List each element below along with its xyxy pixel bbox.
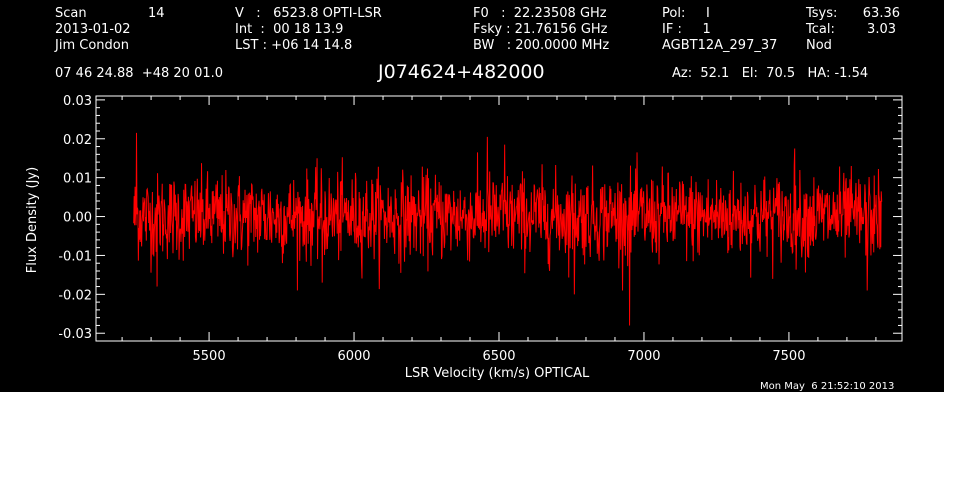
y-tick-label: 0.01 <box>63 172 92 187</box>
y-tick-label: -0.02 <box>58 288 92 303</box>
switching-mode: Nod <box>806 38 832 53</box>
x-tick-label: 6500 <box>482 349 515 364</box>
tcal-value: 3.03 <box>867 22 896 37</box>
y-tick-label: -0.03 <box>58 327 92 342</box>
pointing-readout: Az: 52.1 El: 70.5 HA: -1.54 <box>672 66 869 81</box>
x-tick-label: 5500 <box>193 349 226 364</box>
plot-axes: 5500 6000 6500 7000 7500 -0.03 -0.02 -0.01 0.00 0… <box>58 94 903 364</box>
spectrum-series-line <box>133 132 883 326</box>
y-tick-label: 0.00 <box>63 211 92 226</box>
spectrum-chart: 5500 6000 6500 7000 7500 -0.03 -0.02 -0.01 0.00 0… <box>25 94 903 381</box>
observation-date: 2013-01-02 <box>55 22 131 37</box>
y-axis-label: Flux Density (Jy) <box>25 167 40 273</box>
y-tick-label: 0.02 <box>63 133 92 148</box>
tsys-value: 63.36 <box>862 6 900 21</box>
integration-time: Int : 00 18 13.9 <box>235 22 344 37</box>
tcal-label: Tcal: <box>806 22 835 37</box>
tsys-label: Tsys: <box>806 6 838 21</box>
spectrum-trace-group <box>133 132 883 326</box>
lst-readout: LST : +06 14 14.8 <box>235 38 353 53</box>
scan-label: Scan <box>55 6 87 21</box>
y-tick-label: -0.01 <box>58 249 92 264</box>
observer-name: Jim Condon <box>55 38 129 53</box>
project-id: AGBT12A_297_37 <box>662 38 778 53</box>
y-tick-label: 0.03 <box>63 94 92 109</box>
if-number: IF : 1 <box>662 22 711 37</box>
x-tick-label: 7000 <box>627 349 660 364</box>
velocity-readout: V : 6523.8 OPTI-LSR <box>235 6 382 21</box>
x-axis-label: LSR Velocity (km/s) OPTICAL <box>405 366 590 381</box>
scan-number: 14 <box>148 6 165 21</box>
plot-timestamp: Mon May 6 21:52:10 2013 <box>760 381 895 392</box>
polarization: Pol: I <box>662 6 710 21</box>
source-name-title: J074624+482000 <box>378 61 545 83</box>
source-coordinates: 07 46 24.88 +48 20 01.0 <box>55 66 224 81</box>
rest-frequency: F0 : 22.23508 GHz <box>473 6 607 21</box>
x-tick-label: 7500 <box>772 349 805 364</box>
plot-window: Scan 14 2013-01-02 Jim Condon V : 6523.8… <box>0 0 944 392</box>
sky-frequency: Fsky : 21.76156 GHz <box>473 22 608 37</box>
x-tick-label: 6000 <box>337 349 370 364</box>
bandwidth-readout: BW : 200.0000 MHz <box>473 38 610 53</box>
